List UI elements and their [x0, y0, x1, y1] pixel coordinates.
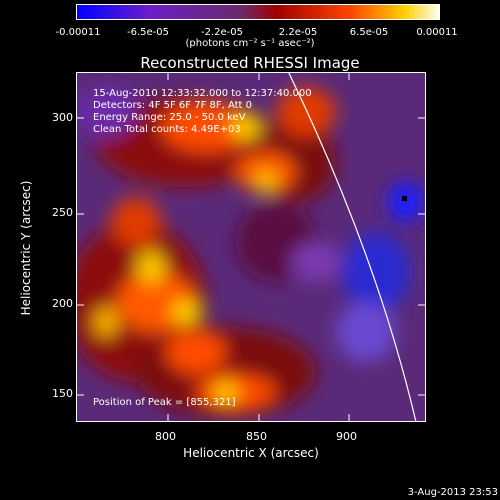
info-peak: Position of Peak = [855,321] — [93, 397, 236, 408]
y-tick-label: 200 — [52, 297, 73, 310]
colorbar-units: (photons cm⁻² s⁻¹ asec⁻²) — [185, 38, 315, 49]
info-time: 15-Aug-2010 12:33:32.000 to 12:37:40.000 — [93, 88, 312, 99]
rhessi-image — [76, 72, 426, 422]
y-tick-label: 250 — [52, 206, 73, 219]
colorbar — [76, 4, 440, 20]
info-energy: Energy Range: 25.0 - 50.0 keV — [93, 112, 246, 123]
info-counts: Clean Total counts: 4.49E+03 — [93, 124, 241, 135]
colorbar-tick-label: -0.00011 — [55, 27, 101, 38]
plot-title: Reconstructed RHESSI Image — [140, 54, 360, 72]
colorbar-tick-label: 0.00011 — [416, 27, 458, 38]
colorbar-tick-label: 6.5e-05 — [349, 27, 389, 38]
y-tick-label: 300 — [52, 111, 73, 124]
y-tick-label: 150 — [52, 387, 73, 400]
x-axis-label: Heliocentric X (arcsec) — [183, 446, 319, 460]
info-detectors: Detectors: 4F 5F 6F 7F 8F, Att 0 — [93, 100, 253, 111]
y-axis-label: Heliocentric Y (arcsec) — [19, 180, 33, 316]
colorbar-tick-label: -2.2e-05 — [201, 27, 243, 38]
timestamp: 3-Aug-2013 23:53 — [407, 487, 498, 498]
x-tick-label: 850 — [246, 430, 267, 443]
colorbar-tick-label: 2.2e-05 — [278, 27, 318, 38]
colorbar-tick-label: -6.5e-05 — [127, 27, 169, 38]
x-tick-label: 900 — [336, 430, 357, 443]
x-tick-label: 800 — [155, 430, 176, 443]
